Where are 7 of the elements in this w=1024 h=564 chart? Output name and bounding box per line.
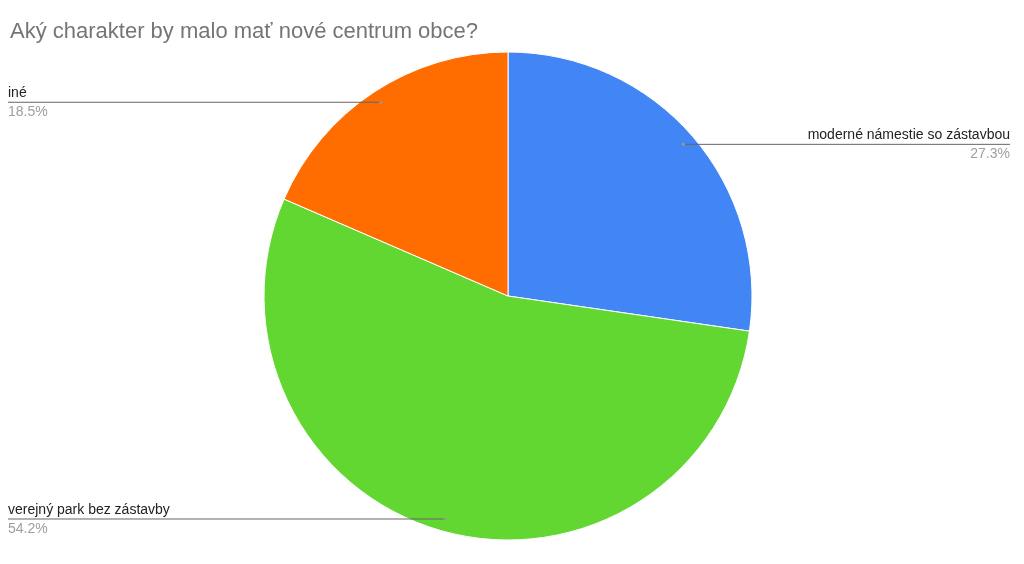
- data-label: 27.3%: [970, 145, 1010, 162]
- data-label: 18.5%: [8, 103, 48, 120]
- slice-label: moderné námestie so zástavbou: [807, 126, 1010, 143]
- slice-label: verejný park bez zástavby: [8, 501, 170, 517]
- slice-label: iné: [8, 84, 27, 101]
- data-label: 54.2%: [8, 520, 48, 536]
- chart-title: Aký charakter by malo mať nové centrum obce?: [10, 18, 479, 43]
